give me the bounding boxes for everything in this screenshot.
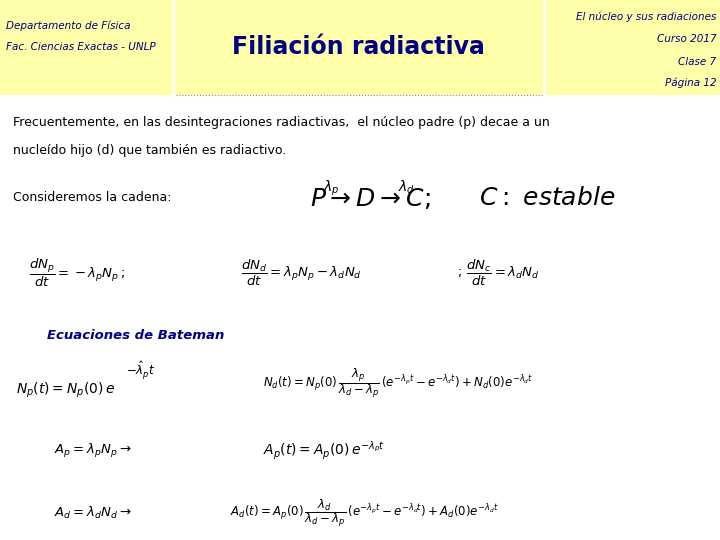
- Text: Filiación radiactiva: Filiación radiactiva: [232, 35, 485, 59]
- Text: $A_d(t) = A_p(0)\,\dfrac{\lambda_d}{\lambda_d - \lambda_p}\,(e^{-\lambda_p t} - : $A_d(t) = A_p(0)\,\dfrac{\lambda_d}{\lam…: [230, 497, 499, 529]
- Text: nucleído hijo (d) que también es radiactivo.: nucleído hijo (d) que también es radiact…: [13, 144, 287, 157]
- Text: Página 12: Página 12: [665, 77, 716, 88]
- Text: $\lambda_p$: $\lambda_p$: [323, 178, 340, 198]
- Text: $A_p = \lambda_p N_p \rightarrow$: $A_p = \lambda_p N_p \rightarrow$: [54, 442, 132, 460]
- Text: $-\hat{\lambda}_p t$: $-\hat{\lambda}_p t$: [126, 359, 156, 381]
- Text: $N_p(t){=}N_p(0)\,e$: $N_p(t){=}N_p(0)\,e$: [16, 381, 115, 400]
- Text: Ecuaciones de Bateman: Ecuaciones de Bateman: [47, 329, 224, 342]
- Text: $N_d(t) = N_p(0)\,\dfrac{\lambda_p}{\lambda_d - \lambda_p}\,(e^{-\lambda_p t} - : $N_d(t) = N_p(0)\,\dfrac{\lambda_p}{\lam…: [263, 367, 534, 400]
- Text: Clase 7: Clase 7: [678, 57, 716, 67]
- Text: $\dfrac{dN_p}{dt} = -\lambda_p N_p\,;$: $\dfrac{dN_p}{dt} = -\lambda_p N_p\,;$: [29, 256, 125, 289]
- Text: $A_d = \lambda_d N_d \rightarrow$: $A_d = \lambda_d N_d \rightarrow$: [54, 505, 132, 521]
- Text: Fac. Ciencias Exactas - UNLP: Fac. Ciencias Exactas - UNLP: [6, 42, 156, 52]
- Text: Consideremos la cadena:: Consideremos la cadena:: [13, 191, 171, 204]
- Text: Curso 2017: Curso 2017: [657, 34, 716, 44]
- Text: $A_p(t) = A_p(0)\,e^{-\lambda_p t}$: $A_p(t) = A_p(0)\,e^{-\lambda_p t}$: [263, 440, 384, 462]
- FancyBboxPatch shape: [0, 0, 173, 94]
- Text: Frecuentemente, en las desintegraciones radiactivas,  el núcleo padre (p) decae : Frecuentemente, en las desintegraciones …: [13, 116, 549, 129]
- Text: $\lambda_d$: $\lambda_d$: [398, 178, 415, 195]
- Text: $\dfrac{dN_d}{dt} = \lambda_p N_p - \lambda_d N_d$: $\dfrac{dN_d}{dt} = \lambda_p N_p - \lam…: [241, 258, 362, 288]
- Text: Departamento de Física: Departamento de Física: [6, 21, 130, 31]
- Text: $;\,\dfrac{dN_c}{dt} = \lambda_d N_d$: $;\,\dfrac{dN_c}{dt} = \lambda_d N_d$: [457, 258, 540, 288]
- Text: $C:\ \mathit{estable}$: $C:\ \mathit{estable}$: [479, 186, 616, 210]
- Text: El núcleo y sus radiaciones: El núcleo y sus radiaciones: [576, 11, 716, 22]
- FancyBboxPatch shape: [173, 0, 544, 94]
- Text: $P \rightarrow D \rightarrow C;$: $P \rightarrow D \rightarrow C;$: [310, 186, 431, 211]
- FancyBboxPatch shape: [544, 0, 720, 94]
